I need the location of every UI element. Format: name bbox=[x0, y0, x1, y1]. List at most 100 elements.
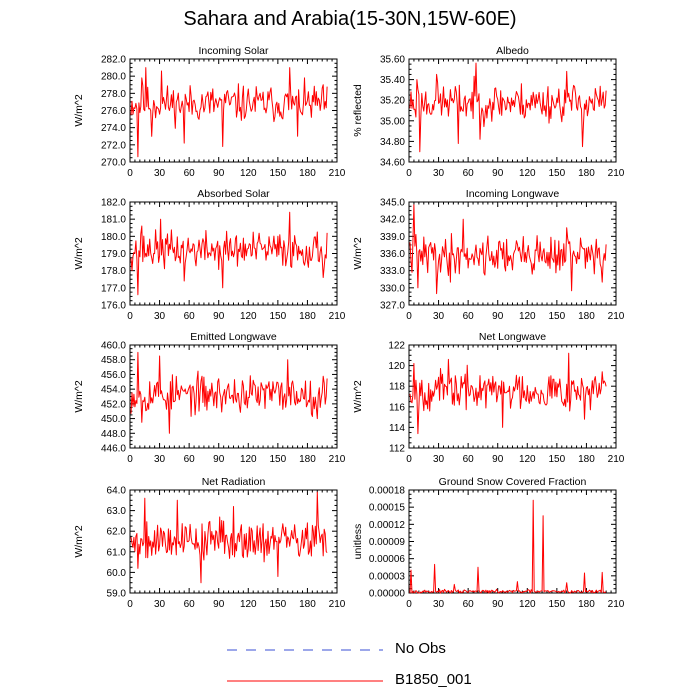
x-tick-label: 90 bbox=[492, 454, 504, 465]
chart-panel-1: Albedo 0 30 60 90 120 150 180 210 34.60 34.80 35.00… bbox=[352, 45, 625, 179]
x-tick-label: 0 bbox=[406, 168, 412, 179]
x-tick-label: 180 bbox=[578, 311, 595, 322]
y-tick-label: 0.00015 bbox=[369, 503, 406, 514]
chart-title: Emitted Longwave bbox=[190, 331, 277, 343]
x-tick-label: 120 bbox=[519, 311, 536, 322]
x-tick-label: 150 bbox=[270, 168, 287, 179]
x-tick-label: 60 bbox=[184, 168, 196, 179]
x-tick-label: 180 bbox=[299, 311, 316, 322]
y-tick-label: 448.0 bbox=[101, 429, 126, 440]
chart-title: Albedo bbox=[496, 45, 529, 57]
x-tick-label: 120 bbox=[240, 454, 257, 465]
y-tick-label: 330.0 bbox=[380, 283, 405, 294]
x-tick-label: 180 bbox=[578, 454, 595, 465]
x-tick-label: 120 bbox=[519, 168, 536, 179]
y-tick-label: 182.0 bbox=[101, 198, 126, 209]
y-tick-label: 35.00 bbox=[380, 116, 405, 127]
chart-panel-5: Net Longwave 0 30 60 90 120 150 180 210 112 114 116… bbox=[352, 331, 625, 465]
y-tick-label: 0.00006 bbox=[369, 554, 406, 565]
y-tick-label: 345.0 bbox=[380, 198, 405, 209]
y-tick-label: 450.0 bbox=[101, 414, 126, 425]
y-tick-label: 177.0 bbox=[101, 283, 126, 294]
y-tick-label: 454.0 bbox=[101, 385, 126, 396]
y-axis-label: W/m^2 bbox=[73, 525, 85, 558]
chart-panel-6: Net Radiation 0 30 60 90 120 150 180 210 59.0 60.0… bbox=[73, 476, 346, 610]
y-tick-label: 280.0 bbox=[101, 72, 126, 83]
y-tick-label: 114 bbox=[389, 423, 405, 434]
x-tick-label: 30 bbox=[433, 168, 445, 179]
y-tick-label: 342.0 bbox=[380, 215, 405, 226]
x-tick-label: 90 bbox=[213, 311, 225, 322]
x-tick-label: 210 bbox=[329, 599, 346, 610]
y-tick-label: 460.0 bbox=[101, 341, 126, 352]
x-tick-label: 210 bbox=[608, 599, 625, 610]
y-tick-label: 456.0 bbox=[101, 370, 126, 381]
chart-title: Incoming Solar bbox=[198, 45, 269, 57]
x-tick-label: 30 bbox=[154, 311, 166, 322]
chart-title: Ground Snow Covered Fraction bbox=[439, 476, 587, 488]
x-tick-label: 150 bbox=[270, 311, 287, 322]
y-tick-label: 458.0 bbox=[101, 355, 126, 366]
y-axis-label: W/m^2 bbox=[352, 380, 364, 413]
y-tick-label: 35.60 bbox=[380, 55, 405, 66]
x-tick-label: 210 bbox=[329, 311, 346, 322]
plot-frame bbox=[408, 58, 617, 163]
x-tick-label: 90 bbox=[492, 599, 504, 610]
y-tick-label: 62.0 bbox=[107, 527, 127, 538]
series-line-b1850_001 bbox=[409, 62, 607, 153]
y-axis-label: W/m^2 bbox=[73, 380, 85, 413]
y-tick-label: 0.00003 bbox=[369, 571, 406, 582]
x-tick-label: 180 bbox=[299, 454, 316, 465]
y-tick-label: 276.0 bbox=[101, 106, 126, 117]
plot-frame bbox=[129, 489, 338, 594]
y-tick-label: 35.20 bbox=[380, 96, 405, 107]
x-tick-label: 0 bbox=[127, 168, 133, 179]
x-tick-label: 30 bbox=[433, 599, 445, 610]
x-tick-label: 210 bbox=[329, 454, 346, 465]
legend-label-b1850: B1850_001 bbox=[395, 671, 472, 688]
y-tick-label: 272.0 bbox=[101, 140, 126, 151]
y-tick-label: 64.0 bbox=[107, 486, 127, 497]
series-line-b1850_001 bbox=[130, 351, 328, 434]
chart-panel-0: Incoming Solar 0 30 60 90 120 150 180 210 270.0 27… bbox=[73, 45, 346, 179]
y-tick-label: 59.0 bbox=[107, 589, 127, 600]
series-line-b1850_001 bbox=[409, 204, 607, 295]
y-tick-label: 118 bbox=[389, 382, 405, 393]
y-tick-label: 446.0 bbox=[101, 444, 126, 455]
x-tick-label: 30 bbox=[154, 454, 166, 465]
x-tick-label: 30 bbox=[154, 168, 166, 179]
x-tick-label: 120 bbox=[519, 454, 536, 465]
y-tick-label: 282.0 bbox=[101, 55, 126, 66]
y-tick-label: 339.0 bbox=[380, 232, 405, 243]
y-tick-label: 0.00009 bbox=[369, 537, 406, 548]
y-tick-label: 181.0 bbox=[101, 215, 126, 226]
y-tick-label: 327.0 bbox=[380, 301, 405, 312]
x-tick-label: 120 bbox=[240, 311, 257, 322]
y-tick-label: 122 bbox=[388, 341, 405, 352]
x-tick-label: 30 bbox=[433, 454, 445, 465]
x-tick-label: 210 bbox=[608, 168, 625, 179]
x-tick-label: 60 bbox=[184, 454, 196, 465]
y-axis-label: unitless bbox=[352, 524, 364, 560]
x-tick-label: 210 bbox=[608, 311, 625, 322]
x-tick-label: 60 bbox=[463, 454, 475, 465]
x-tick-label: 30 bbox=[154, 599, 166, 610]
x-tick-label: 180 bbox=[578, 168, 595, 179]
y-axis-label: % reflected bbox=[352, 84, 364, 137]
x-tick-label: 150 bbox=[549, 168, 566, 179]
y-tick-label: 180.0 bbox=[101, 232, 126, 243]
x-tick-label: 60 bbox=[463, 168, 475, 179]
x-tick-label: 150 bbox=[270, 599, 287, 610]
y-tick-label: 333.0 bbox=[380, 266, 405, 277]
y-tick-label: 278.0 bbox=[101, 89, 126, 100]
y-tick-label: 0.00018 bbox=[369, 486, 406, 497]
y-tick-label: 63.0 bbox=[107, 506, 127, 517]
chart-panel-4: Emitted Longwave 0 30 60 90 120 150 180 210 446.0… bbox=[73, 331, 346, 465]
y-tick-label: 112 bbox=[389, 444, 405, 455]
chart-title: Net Radiation bbox=[202, 476, 266, 488]
x-tick-label: 120 bbox=[240, 168, 257, 179]
series-line-b1850_001 bbox=[409, 499, 607, 594]
y-tick-label: 336.0 bbox=[380, 249, 405, 260]
